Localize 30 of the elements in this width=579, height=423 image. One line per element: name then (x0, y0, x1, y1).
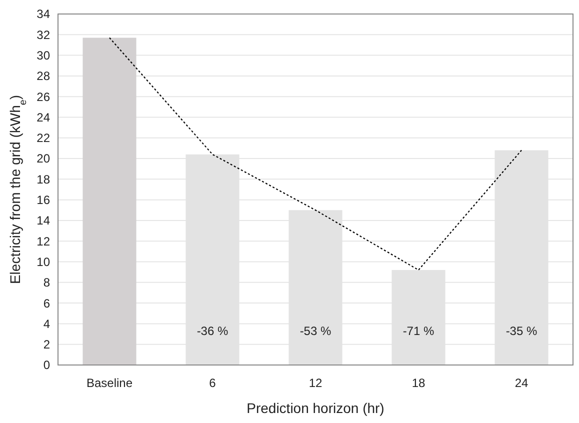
y-tick-label: 32 (36, 28, 50, 42)
y-tick-label: 0 (43, 358, 50, 372)
y-tick-label: 34 (36, 7, 50, 22)
y-tick-label: 30 (36, 48, 50, 62)
x-tick-label: 12 (308, 376, 322, 390)
annotation: -53 % (300, 324, 332, 338)
x-tick-label: 6 (209, 376, 216, 390)
y-tick-label: 26 (36, 90, 50, 104)
annotation: -36 % (196, 324, 228, 338)
y-tick-label: 22 (36, 131, 50, 146)
line-series (108, 37, 522, 271)
y-tick-label: 2 (43, 338, 50, 352)
y-tick-label: 10 (36, 254, 50, 269)
x-tick-label: 24 (514, 376, 528, 390)
y-tick-label: 14 (36, 214, 50, 228)
y-tick-label: 4 (43, 316, 50, 331)
y-tick-label: 24 (36, 110, 50, 124)
y-tick-label: 20 (36, 152, 50, 166)
annotation: -35 % (506, 324, 538, 338)
x-tick-label: 18 (412, 376, 426, 390)
y-tick-label: 28 (36, 69, 50, 84)
bar (82, 38, 136, 365)
y-tick-label: 6 (43, 296, 50, 310)
y-tick-label: 12 (36, 234, 50, 248)
y-tick-label: 16 (36, 193, 50, 208)
y-tick-label: 8 (43, 276, 50, 290)
annotation: -71 % (402, 324, 434, 338)
x-tick-label: Baseline (86, 376, 133, 390)
x-axis-title: Prediction horizon (hr) (246, 400, 384, 416)
y-tick-label: 18 (36, 172, 50, 186)
